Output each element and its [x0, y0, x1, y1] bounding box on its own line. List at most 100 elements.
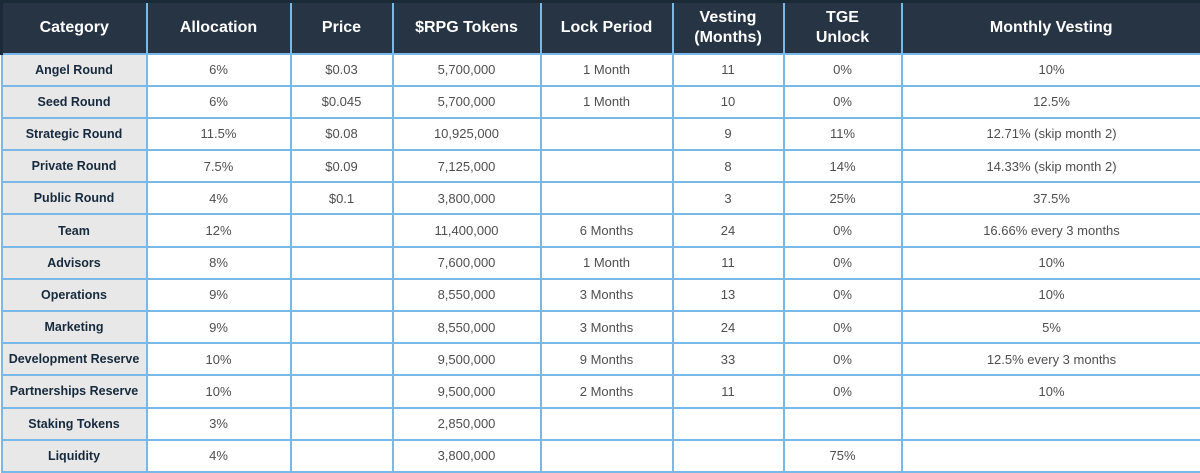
- cell-tge_unlock: 0%: [782, 52, 903, 87]
- cell-price: [289, 309, 394, 345]
- table-row: Partnerships Reserve 10% 9,500,000 2 Months…: [0, 374, 1200, 409]
- cell-monthly_vesting: 12.71% (skip month 2): [900, 116, 1200, 152]
- table-row: Advisors 8% 7,600,000 1 Month 11 0% 10%: [0, 245, 1200, 280]
- cell-vesting_months: 24: [671, 213, 785, 248]
- cell-tokens: 3,800,000: [391, 181, 542, 216]
- cell-vesting_months: 11: [671, 245, 785, 280]
- cell-price: $0.08: [289, 116, 394, 152]
- cell-vesting_months: 11: [671, 52, 785, 87]
- cell-tge_unlock: 0%: [782, 213, 903, 248]
- column-header-category: Category: [0, 0, 148, 55]
- cell-monthly_vesting: 10%: [900, 245, 1200, 280]
- column-header-allocation: Allocation: [145, 0, 292, 55]
- cell-allocation: 8%: [145, 245, 292, 280]
- cell-allocation: 9%: [145, 277, 292, 313]
- cell-vesting_months: [671, 438, 785, 473]
- cell-tge_unlock: 14%: [782, 149, 903, 184]
- cell-category: Marketing: [0, 309, 148, 345]
- cell-lock_period: [539, 149, 674, 184]
- cell-monthly_vesting: 14.33% (skip month 2): [900, 149, 1200, 184]
- table-row: Strategic Round 11.5% $0.08 10,925,000 9 11% 1…: [0, 116, 1200, 152]
- column-header-price: Price: [289, 0, 394, 55]
- cell-tge_unlock: 0%: [782, 277, 903, 313]
- table-row: Angel Round 6% $0.03 5,700,000 1 Month 11 0% 10…: [0, 52, 1200, 87]
- cell-price: [289, 438, 394, 473]
- cell-price: [289, 342, 394, 377]
- cell-category: Team: [0, 213, 148, 248]
- cell-tge_unlock: 75%: [782, 438, 903, 473]
- cell-monthly_vesting: 12.5%: [900, 84, 1200, 119]
- cell-allocation: 6%: [145, 84, 292, 119]
- cell-category: Advisors: [0, 245, 148, 280]
- cell-allocation: 3%: [145, 406, 292, 441]
- cell-allocation: 6%: [145, 52, 292, 87]
- cell-price: [289, 374, 394, 409]
- cell-tokens: 5,700,000: [391, 84, 542, 119]
- column-header-tokens: $RPG Tokens: [391, 0, 542, 55]
- header-row: Category Allocation Price $RPG Tokens Lock P…: [0, 0, 1200, 55]
- cell-price: [289, 245, 394, 280]
- cell-monthly_vesting: 10%: [900, 374, 1200, 409]
- cell-allocation: 11.5%: [145, 116, 292, 152]
- cell-tokens: 3,800,000: [391, 438, 542, 473]
- cell-category: Angel Round: [0, 52, 148, 87]
- cell-tge_unlock: 0%: [782, 309, 903, 345]
- cell-lock_period: 3 Months: [539, 309, 674, 345]
- cell-category: Seed Round: [0, 84, 148, 119]
- cell-price: $0.09: [289, 149, 394, 184]
- cell-lock_period: [539, 181, 674, 216]
- cell-allocation: 7.5%: [145, 149, 292, 184]
- cell-allocation: 9%: [145, 309, 292, 345]
- column-header-monthly_vesting: Monthly Vesting: [900, 0, 1200, 55]
- cell-allocation: 4%: [145, 438, 292, 473]
- cell-lock_period: [539, 406, 674, 441]
- table-row: Staking Tokens 3% 2,850,000: [0, 406, 1200, 441]
- column-header-tge_unlock: TGE Unlock: [782, 0, 903, 55]
- table-row: Operations 9% 8,550,000 3 Months 13 0% 10%: [0, 277, 1200, 313]
- cell-monthly_vesting: [900, 406, 1200, 441]
- cell-price: [289, 406, 394, 441]
- cell-tge_unlock: 0%: [782, 374, 903, 409]
- cell-tokens: 7,600,000: [391, 245, 542, 280]
- table-row: Private Round 7.5% $0.09 7,125,000 8 14% 14.33…: [0, 149, 1200, 184]
- cell-category: Strategic Round: [0, 116, 148, 152]
- cell-lock_period: 3 Months: [539, 277, 674, 313]
- cell-tokens: 10,925,000: [391, 116, 542, 152]
- cell-tge_unlock: 11%: [782, 116, 903, 152]
- table-row: Development Reserve 10% 9,500,000 9 Months 3…: [0, 342, 1200, 377]
- cell-vesting_months: 3: [671, 181, 785, 216]
- table-body: Angel Round 6% $0.03 5,700,000 1 Month 11 0% 10…: [0, 52, 1200, 473]
- cell-price: $0.03: [289, 52, 394, 87]
- cell-category: Operations: [0, 277, 148, 313]
- cell-vesting_months: 24: [671, 309, 785, 345]
- cell-lock_period: 1 Month: [539, 245, 674, 280]
- cell-vesting_months: 13: [671, 277, 785, 313]
- cell-monthly_vesting: 16.66% every 3 months: [900, 213, 1200, 248]
- cell-monthly_vesting: [900, 438, 1200, 473]
- cell-tge_unlock: 0%: [782, 342, 903, 377]
- cell-price: $0.1: [289, 181, 394, 216]
- table-row: Team 12% 11,400,000 6 Months 24 0% 16.66% ever…: [0, 213, 1200, 248]
- table-row: Liquidity 4% 3,800,000 75%: [0, 438, 1200, 473]
- cell-price: $0.045: [289, 84, 394, 119]
- cell-monthly_vesting: 10%: [900, 52, 1200, 87]
- cell-lock_period: 1 Month: [539, 84, 674, 119]
- cell-lock_period: 9 Months: [539, 342, 674, 377]
- cell-lock_period: 2 Months: [539, 374, 674, 409]
- cell-tge_unlock: 0%: [782, 84, 903, 119]
- table-row: Seed Round 6% $0.045 5,700,000 1 Month 10 0% 12…: [0, 84, 1200, 119]
- cell-tokens: 8,550,000: [391, 277, 542, 313]
- cell-vesting_months: 8: [671, 149, 785, 184]
- cell-category: Development Reserve: [0, 342, 148, 377]
- cell-tokens: 11,400,000: [391, 213, 542, 248]
- cell-tge_unlock: [782, 406, 903, 441]
- cell-vesting_months: 10: [671, 84, 785, 119]
- column-header-vesting_months: Vesting (Months): [671, 0, 785, 55]
- cell-lock_period: [539, 116, 674, 152]
- cell-vesting_months: 33: [671, 342, 785, 377]
- cell-allocation: 4%: [145, 181, 292, 216]
- cell-allocation: 10%: [145, 342, 292, 377]
- cell-tokens: 9,500,000: [391, 374, 542, 409]
- cell-monthly_vesting: 37.5%: [900, 181, 1200, 216]
